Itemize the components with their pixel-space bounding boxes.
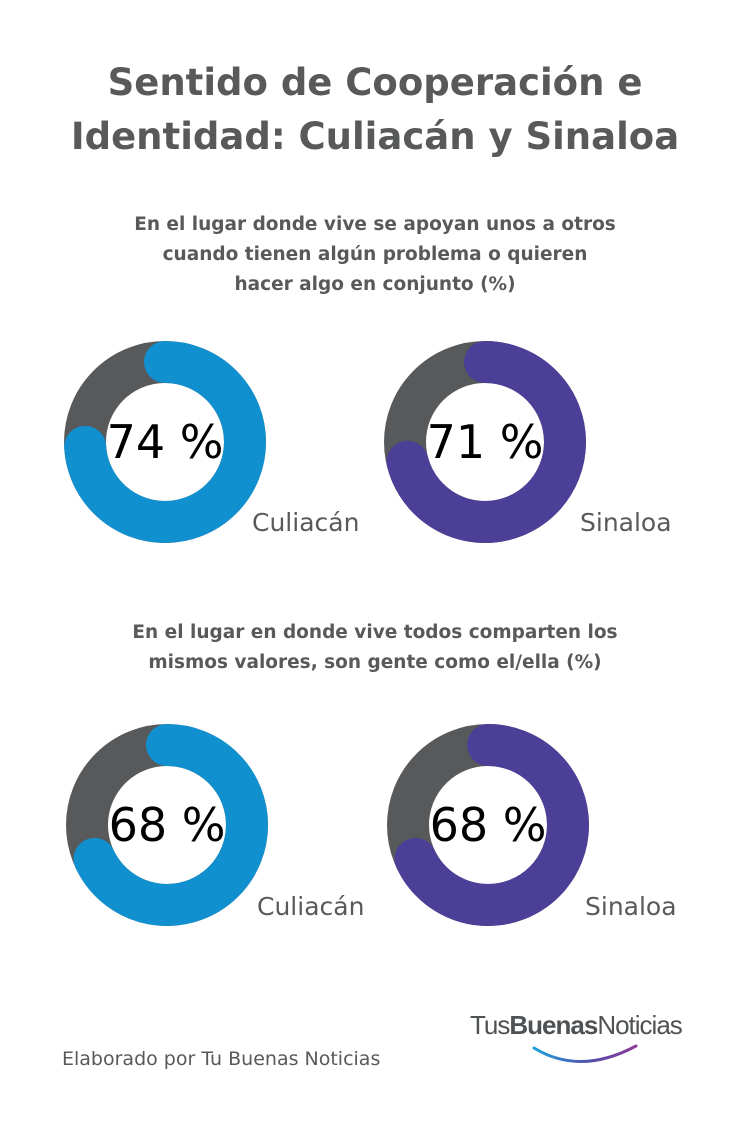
logo-swoosh-icon bbox=[532, 1044, 638, 1063]
logo-text: TusBuenasNoticias bbox=[470, 1010, 683, 1041]
donut-category-label: Sinaloa bbox=[585, 892, 677, 921]
donut-category-label: Culiacán bbox=[252, 508, 360, 537]
footer-credit: Elaborado por Tu Buenas Noticias bbox=[62, 1048, 381, 1070]
donut-svg bbox=[384, 341, 586, 543]
donut-sinaloa-2: 68 % bbox=[383, 720, 593, 930]
title-line: Sentido de Cooperación e bbox=[107, 61, 643, 104]
donut-category-label: Culiacán bbox=[257, 892, 365, 921]
chart-1-title-line: hacer algo en conjunto (%) bbox=[234, 274, 516, 295]
donut-sinaloa-1: 71 % bbox=[380, 337, 590, 547]
chart-1-title: En el lugar donde vive se apoyan unos a … bbox=[75, 210, 675, 300]
donut-svg bbox=[64, 341, 266, 543]
chart-1-title-line: En el lugar donde vive se apoyan unos a … bbox=[134, 214, 616, 235]
donut-value-arc bbox=[66, 724, 268, 926]
donut-value-arc bbox=[387, 724, 589, 926]
donut-svg bbox=[66, 724, 268, 926]
brand-logo: TusBuenasNoticias bbox=[470, 1010, 710, 1070]
donut-svg bbox=[387, 724, 589, 926]
chart-2-title-line: En el lugar en donde vive todos comparte… bbox=[132, 622, 618, 643]
logo-word: Tus bbox=[470, 1010, 510, 1040]
donut-value-label: 68 % bbox=[429, 798, 547, 852]
donut-value-label: 68 % bbox=[108, 798, 226, 852]
donut-culiacan-1: 74 % bbox=[60, 337, 270, 547]
donut-category-label: Sinaloa bbox=[580, 508, 672, 537]
chart-2-title-line: mismos valores, son gente como el/ella (… bbox=[148, 652, 602, 673]
page-title: Sentido de Cooperación e Identidad: Culi… bbox=[0, 56, 750, 164]
chart-1-title-line: cuando tienen algún problema o quieren bbox=[162, 244, 588, 265]
donut-value-arc bbox=[64, 341, 266, 543]
logo-word: Noticias bbox=[597, 1010, 682, 1040]
logo-word: Buenas bbox=[509, 1010, 598, 1040]
donut-value-label: 74 % bbox=[106, 415, 224, 469]
donut-value-arc bbox=[384, 341, 586, 543]
title-line: Identidad: Culiacán y Sinaloa bbox=[70, 115, 680, 158]
chart-2-title: En el lugar en donde vive todos comparte… bbox=[75, 618, 675, 678]
donut-value-label: 71 % bbox=[426, 415, 544, 469]
donut-culiacan-2: 68 % bbox=[62, 720, 272, 930]
